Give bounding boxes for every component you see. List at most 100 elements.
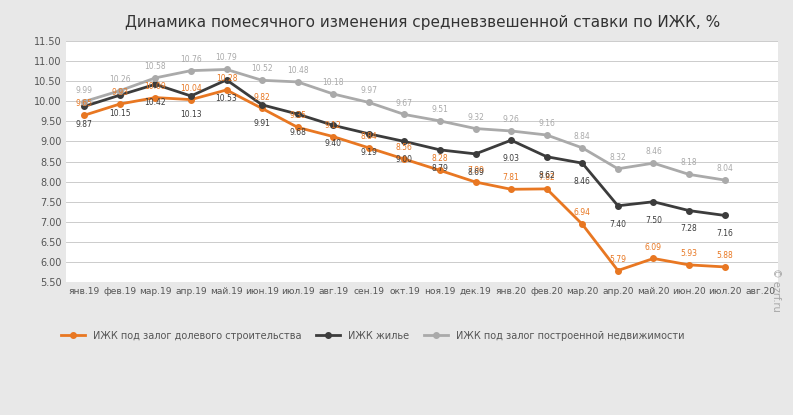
ИЖК жилье <box>151 82 160 87</box>
Text: 9.26: 9.26 <box>503 115 519 124</box>
Text: 8.32: 8.32 <box>610 153 626 162</box>
ИЖК под залог построенной недвижимости <box>364 100 374 105</box>
ИЖК под залог построенной недвижимости <box>542 132 551 137</box>
Text: 9.91: 9.91 <box>254 119 270 128</box>
Line: ИЖК жилье: ИЖК жилье <box>82 77 727 218</box>
ИЖК жилье <box>293 112 302 117</box>
ИЖК под залог построенной недвижимости <box>257 78 266 83</box>
ИЖК под залог долевого строительства <box>293 125 302 130</box>
ИЖК под залог построенной недвижимости <box>471 126 481 131</box>
Text: 9.12: 9.12 <box>325 121 342 129</box>
ИЖК под залог долевого строительства <box>613 268 623 273</box>
Text: 9.40: 9.40 <box>325 139 342 148</box>
ИЖК под залог построенной недвижимости <box>151 76 160 81</box>
Text: 9.51: 9.51 <box>431 105 448 114</box>
ИЖК под залог построенной недвижимости <box>293 79 302 84</box>
ИЖК под залог долевого строительства <box>542 186 551 191</box>
ИЖК жилье <box>613 203 623 208</box>
Text: 8.84: 8.84 <box>574 132 591 141</box>
Text: 8.46: 8.46 <box>574 177 591 186</box>
ИЖК под залог долевого строительства <box>257 106 266 111</box>
ИЖК жилье <box>684 208 694 213</box>
Text: 6.94: 6.94 <box>574 208 591 217</box>
Text: 8.18: 8.18 <box>680 159 697 168</box>
Text: 8.69: 8.69 <box>467 168 484 177</box>
ИЖК под залог построенной недвижимости <box>79 99 89 104</box>
Text: 9.99: 9.99 <box>75 85 93 95</box>
ИЖК под залог построенной недвижимости <box>720 178 730 183</box>
Text: 5.88: 5.88 <box>716 251 733 260</box>
Text: 10.26: 10.26 <box>109 75 131 84</box>
Text: 9.32: 9.32 <box>467 112 484 122</box>
Text: 10.53: 10.53 <box>216 94 237 103</box>
Text: 7.50: 7.50 <box>645 216 662 225</box>
ИЖК жилье <box>328 123 338 128</box>
ИЖК под залог долевого строительства <box>151 95 160 100</box>
Legend: ИЖК под залог долевого строительства, ИЖК жилье, ИЖК под залог построенной недви: ИЖК под залог долевого строительства, ИЖ… <box>57 327 688 345</box>
Title: Динамика помесячного изменения средневзвешенной ставки по ИЖК, %: Динамика помесячного изменения средневзв… <box>125 15 720 30</box>
ИЖК под залог долевого строительства <box>400 156 409 161</box>
Text: 9.65: 9.65 <box>75 99 93 108</box>
Text: 10.42: 10.42 <box>144 98 167 107</box>
Text: 9.16: 9.16 <box>538 119 555 128</box>
Text: 7.40: 7.40 <box>609 220 626 229</box>
ИЖК под залог долевого строительства <box>79 113 89 118</box>
Text: 10.13: 10.13 <box>180 110 201 119</box>
ИЖК под залог долевого строительства <box>684 262 694 267</box>
Text: 7.81: 7.81 <box>503 173 519 182</box>
Text: 9.03: 9.03 <box>503 154 519 163</box>
Text: 8.04: 8.04 <box>716 164 733 173</box>
Text: 7.28: 7.28 <box>680 225 697 234</box>
Text: 8.84: 8.84 <box>361 132 377 141</box>
ИЖК под залог построенной недвижимости <box>684 172 694 177</box>
ИЖК под залог долевого строительства <box>222 88 232 93</box>
ИЖК под залог построенной недвижимости <box>507 129 516 134</box>
Text: 7.99: 7.99 <box>467 166 484 175</box>
ИЖК под залог построенной недвижимости <box>577 145 587 150</box>
Text: 9.19: 9.19 <box>360 148 377 157</box>
Text: 10.58: 10.58 <box>144 62 167 71</box>
ИЖК жилье <box>400 139 409 144</box>
Text: 10.04: 10.04 <box>180 84 201 93</box>
ИЖК под залог построенной недвижимости <box>222 67 232 72</box>
Text: 5.93: 5.93 <box>680 249 698 258</box>
Text: 7.82: 7.82 <box>538 173 555 182</box>
ИЖК под залог долевого строительства <box>649 256 658 261</box>
ИЖК жилье <box>364 131 374 136</box>
ИЖК жилье <box>542 154 551 159</box>
ИЖК под залог построенной недвижимости <box>435 118 445 123</box>
ИЖК жилье <box>115 93 125 98</box>
ИЖК жилье <box>79 104 89 109</box>
ИЖК под залог долевого строительства <box>435 168 445 173</box>
Text: 10.09: 10.09 <box>144 82 167 90</box>
Text: 9.87: 9.87 <box>76 120 93 129</box>
Text: 10.15: 10.15 <box>109 109 131 118</box>
Text: 8.79: 8.79 <box>431 164 448 173</box>
Text: 7.16: 7.16 <box>716 229 733 238</box>
ИЖК под залог долевого строительства <box>720 264 730 269</box>
Text: 9.97: 9.97 <box>360 86 377 95</box>
ИЖК под залог долевого строительства <box>364 145 374 150</box>
ИЖК под залог построенной недвижимости <box>115 88 125 93</box>
Text: 10.52: 10.52 <box>251 64 273 73</box>
Text: 10.79: 10.79 <box>216 54 237 63</box>
ИЖК под залог построенной недвижимости <box>649 161 658 166</box>
ИЖК жилье <box>186 93 196 98</box>
Text: 8.28: 8.28 <box>431 154 448 164</box>
Text: 10.76: 10.76 <box>180 55 201 64</box>
Text: 10.18: 10.18 <box>323 78 344 87</box>
ИЖК под залог долевого строительства <box>115 102 125 107</box>
ИЖК жилье <box>222 78 232 83</box>
ИЖК под залог долевого строительства <box>507 187 516 192</box>
Text: 8.62: 8.62 <box>538 171 555 180</box>
Text: 9.93: 9.93 <box>111 88 128 97</box>
ИЖК жилье <box>435 147 445 152</box>
ИЖК под залог построенной недвижимости <box>400 112 409 117</box>
Text: 5.79: 5.79 <box>609 254 626 264</box>
ИЖК жилье <box>720 213 730 218</box>
Text: 6.09: 6.09 <box>645 242 662 251</box>
Text: 9.68: 9.68 <box>289 128 306 137</box>
ИЖК жилье <box>649 199 658 204</box>
ИЖК под залог долевого строительства <box>471 180 481 185</box>
ИЖК под залог построенной недвижимости <box>328 91 338 96</box>
